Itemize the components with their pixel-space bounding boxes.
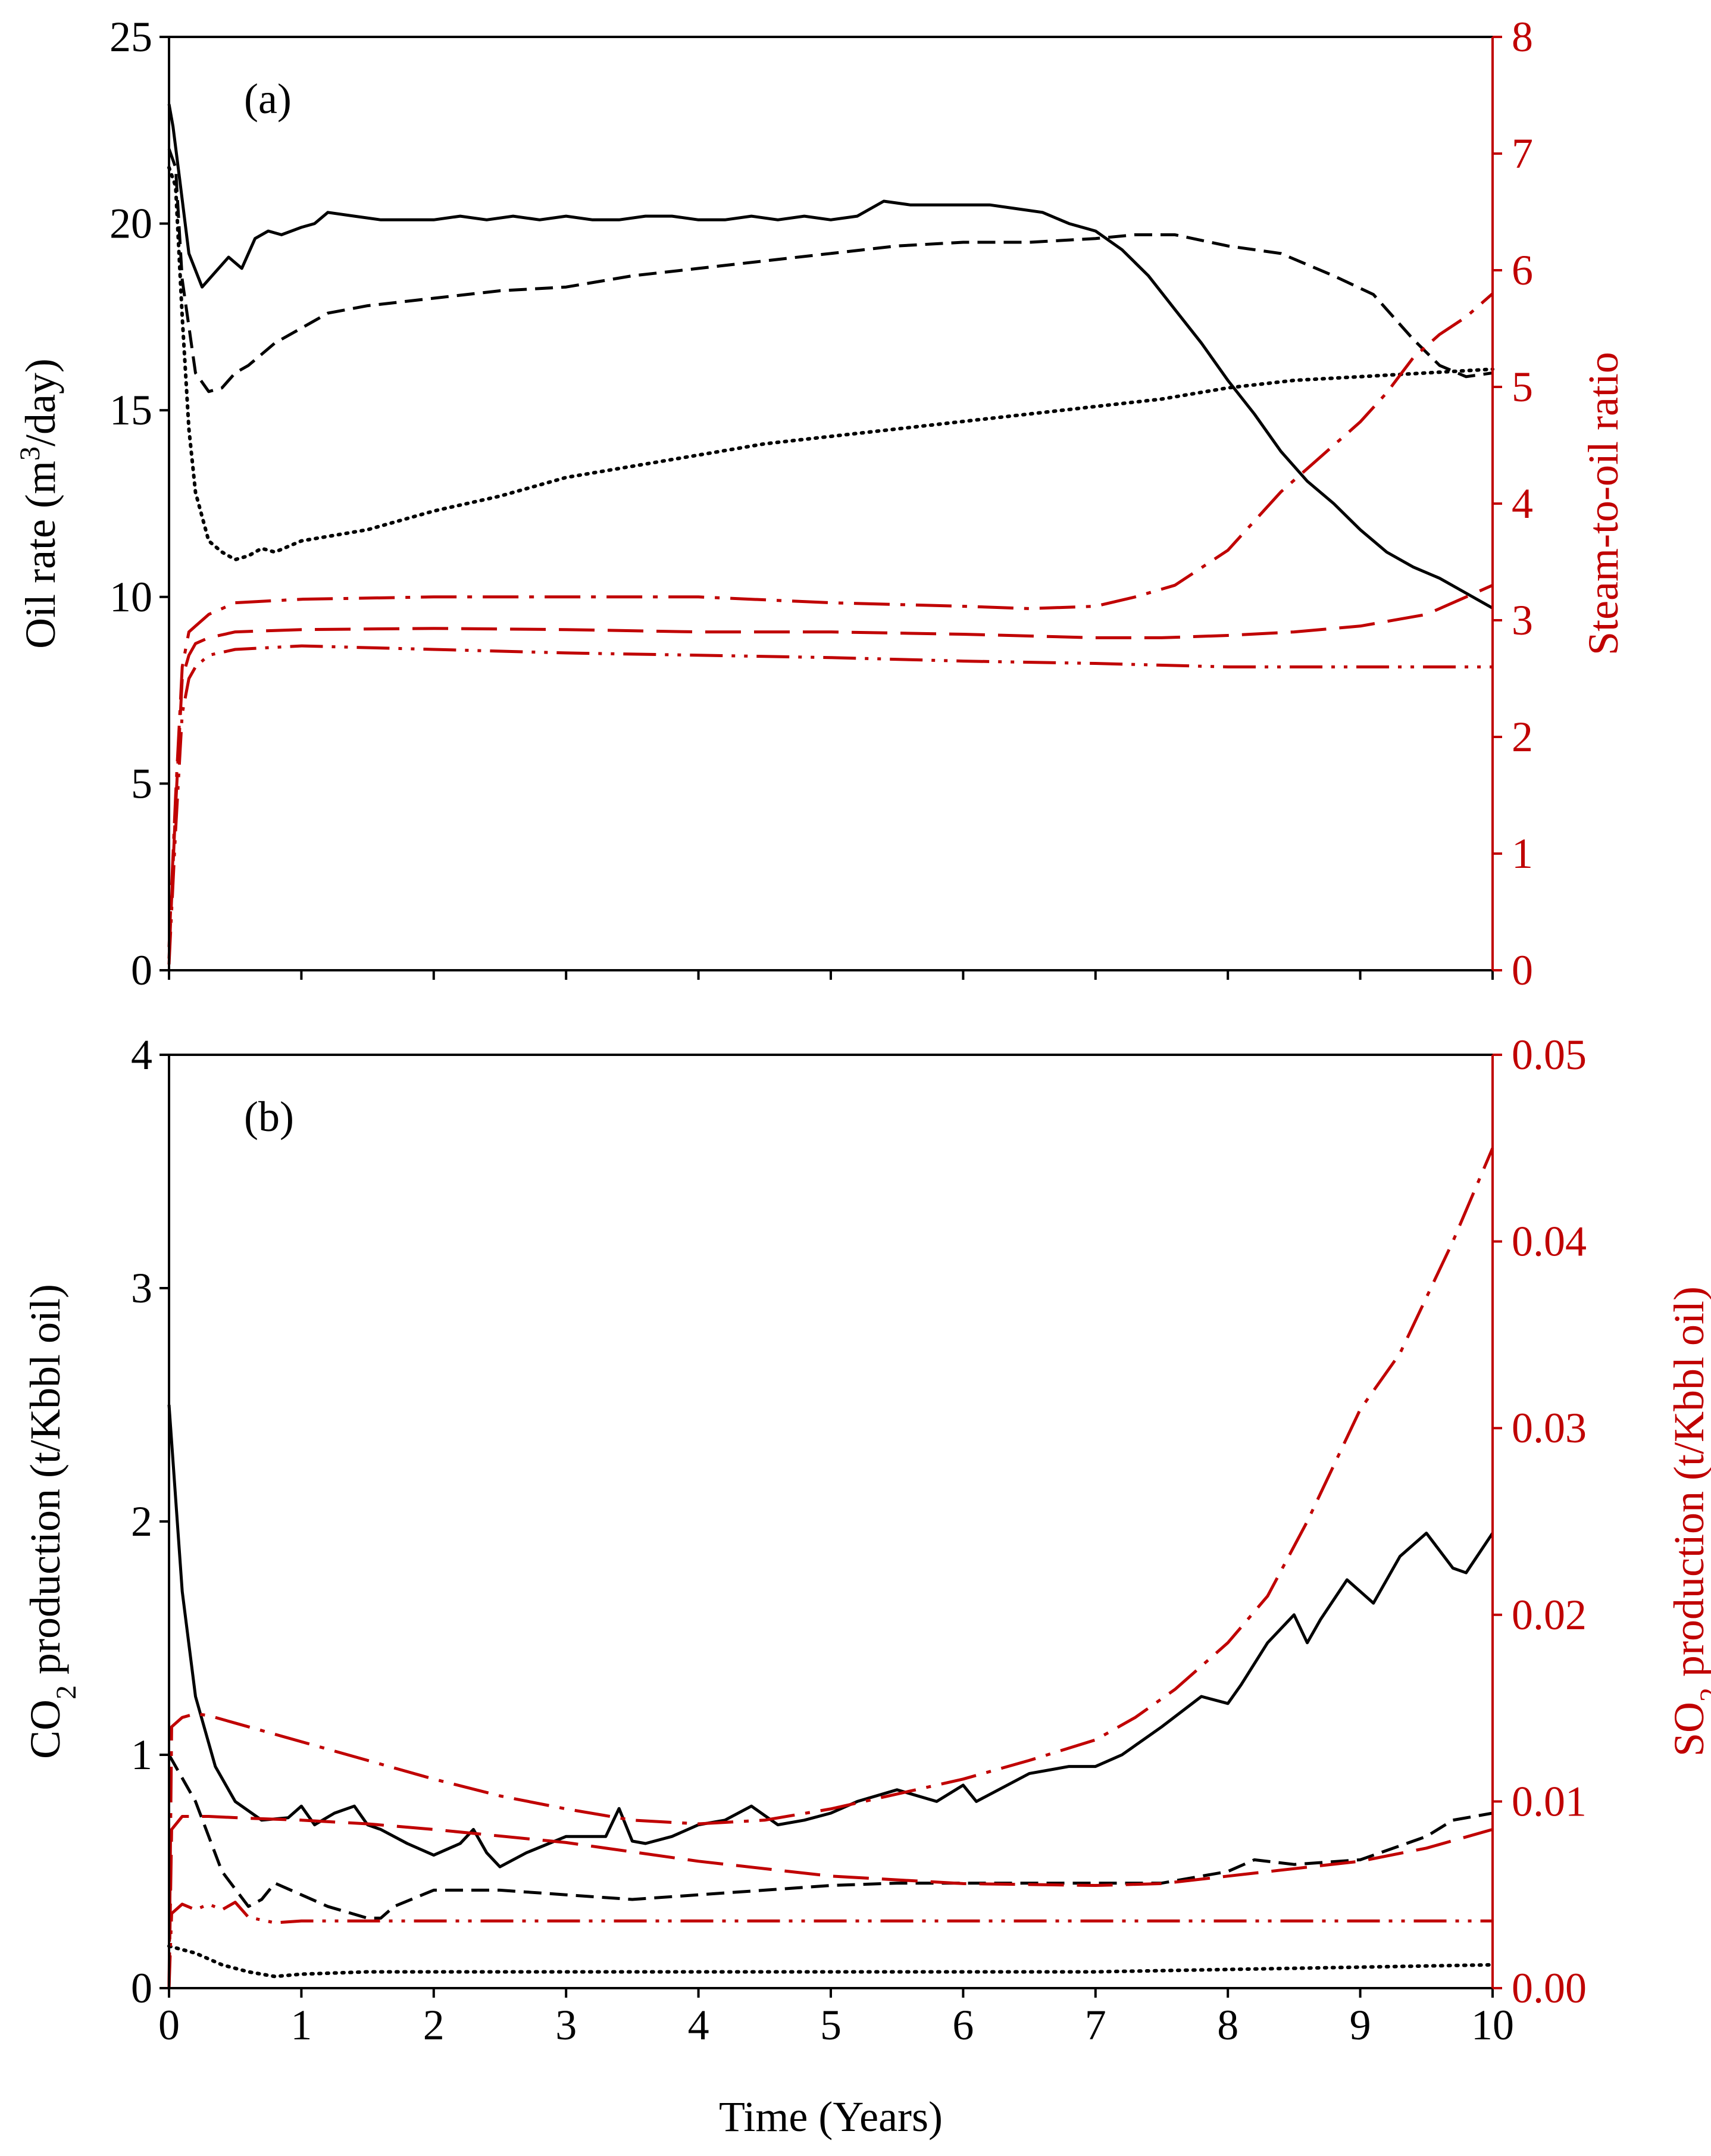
panel-b-label: (b) (244, 1093, 294, 1141)
panel-b-left-tick-label: 4 (131, 1031, 152, 1079)
x-tick-label: 8 (1217, 2001, 1238, 2049)
panel-b-right-tick-label: 0.01 (1512, 1777, 1587, 1825)
x-tick-label: 7 (1085, 2001, 1106, 2049)
panel-a-right-tick-label: 4 (1512, 480, 1533, 527)
panel-b-left-tick-label: 3 (131, 1264, 152, 1312)
panel-a-series-0-solid-left (167, 104, 1494, 610)
panel-a-left-tick-label: 25 (110, 13, 152, 61)
panel-a-series (167, 104, 1494, 965)
panel-a-left-tick-label: 5 (131, 760, 152, 807)
panel-a-left-tick-label: 0 (131, 946, 152, 994)
x-tick-label: 9 (1350, 2001, 1371, 2049)
panel-b-right-tick-label: 0.00 (1512, 1964, 1587, 2012)
panel-a-series-4-longdash-right (167, 583, 1494, 959)
panel-a-left-tick-label: 10 (110, 573, 152, 621)
panel-b-series (167, 1147, 1494, 1989)
panel-b-series-0-solid-left (167, 1404, 1494, 1868)
panel-b-right-tick-label: 0.05 (1512, 1031, 1587, 1079)
panel-a-right-tick-label: 8 (1512, 13, 1533, 61)
x-tick-label: 10 (1471, 2001, 1514, 2049)
panel-b-right-axis-title: SO2 production (t/Kbbl oil) (1665, 1286, 1711, 1757)
x-tick-label: 1 (290, 2001, 312, 2049)
panel-a-right-axis-title: Steam-to-oil ratio (1579, 352, 1627, 655)
panel-b-left-axis-title: CO2 production (t/Kbbl oil) (21, 1284, 82, 1759)
panel-b-left-tick-label: 0 (131, 1964, 152, 2012)
panel-a-series-5-dashdotdot-right (167, 644, 1493, 965)
panel-b-right-tick-label: 0.02 (1512, 1591, 1587, 1639)
panel-b-right-tick-label: 0.04 (1512, 1218, 1587, 1266)
panel-b-series-1-dashed-left (167, 1754, 1493, 1920)
panel-b-left-tick-label: 1 (131, 1731, 152, 1779)
panel-b-ticks: 0 1 2 3 4 5 6 7 8 9 10 0 1 2 3 4 0.00 0.01 0.02 0.03 0.04 0.0… (131, 1031, 1587, 2049)
panel-b-right-tick-label: 0.03 (1512, 1404, 1587, 1452)
panel-b-left-tick-label: 2 (131, 1498, 152, 1545)
panel-a-right-tick-label: 1 (1512, 830, 1533, 877)
x-tick-label: 5 (820, 2001, 842, 2049)
x-tick-label: 6 (952, 2001, 974, 2049)
x-tick-label: 2 (423, 2001, 445, 2049)
panel-a-left-tick-label: 20 (110, 200, 152, 248)
panel-a-right-tick-label: 3 (1512, 596, 1533, 644)
panel-a-right-tick-label: 0 (1512, 946, 1533, 994)
x-tick-label: 4 (688, 2001, 709, 2049)
panel-a-series-3-dashdot-right (167, 292, 1494, 947)
panel-a-right-tick-label: 2 (1512, 713, 1533, 761)
panel-a: 0 5 10 15 20 25 0 1 2 3 4 5 6 7 8 (a) Oil rate (m3/day… (14, 13, 1628, 994)
panel-a-right-tick-label: 5 (1512, 363, 1533, 411)
panel-a-left-axis-title: Oil rate (m3/day) (14, 358, 65, 649)
x-axis-title: Time (Years) (719, 2093, 943, 2141)
panel-a-label: (a) (244, 75, 292, 123)
panel-a-series-2-dotted-left (167, 165, 1494, 562)
panel-b: 0 1 2 3 4 5 6 7 8 9 10 0 1 2 3 4 0.00 0.01 0.02 0.03 0.04 0.0… (21, 1031, 1711, 2141)
panel-a-ticks: 0 5 10 15 20 25 0 1 2 3 4 5 6 7 8 (110, 13, 1533, 994)
panel-a-left-tick-label: 15 (110, 386, 152, 434)
panel-b-series-2-dotted-left (167, 1944, 1494, 1979)
panel-b-series-4-longdash-right (167, 1815, 1493, 1989)
x-tick-label: 0 (158, 2001, 180, 2049)
panel-a-right-tick-label: 7 (1512, 130, 1533, 177)
panel-b-series-3-dashdot-right (167, 1147, 1494, 1989)
panel-a-series-1-dashed-left (167, 148, 1493, 393)
x-tick-label: 3 (555, 2001, 577, 2049)
panel-a-right-tick-label: 6 (1512, 246, 1533, 294)
